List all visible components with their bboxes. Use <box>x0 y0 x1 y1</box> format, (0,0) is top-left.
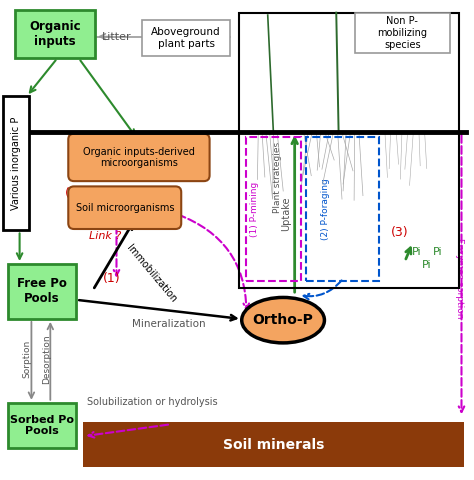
Text: Soil microorganisms: Soil microorganisms <box>75 203 174 213</box>
Bar <box>8 403 76 448</box>
Text: (4): (4) <box>65 187 83 200</box>
Text: Pi: Pi <box>433 247 443 257</box>
Text: Link ?: Link ? <box>89 231 121 241</box>
Text: Pi: Pi <box>422 260 432 270</box>
Text: Mineralization: Mineralization <box>132 319 205 329</box>
Bar <box>306 137 379 281</box>
Text: Solubilization or hydrolysis: Solubilization or hydrolysis <box>87 397 217 407</box>
Bar <box>83 422 464 468</box>
Text: Non P-
mobilizing
species: Non P- mobilizing species <box>377 16 428 49</box>
Bar <box>3 96 29 230</box>
Text: (3): (3) <box>391 227 409 240</box>
Text: Immobilization: Immobilization <box>125 243 179 304</box>
Text: Soil minerals: Soil minerals <box>223 438 324 452</box>
Text: Aboveground
plant parts: Aboveground plant parts <box>151 27 221 48</box>
Text: Various inorganic P: Various inorganic P <box>11 117 21 210</box>
Ellipse shape <box>242 298 324 343</box>
Text: Sorbed Po
Pools: Sorbed Po Pools <box>10 415 74 436</box>
Text: Ortho-P: Ortho-P <box>253 313 313 327</box>
Text: Organic inputs-derived
microorganisms: Organic inputs-derived microorganisms <box>83 146 195 168</box>
FancyBboxPatch shape <box>68 134 210 181</box>
FancyBboxPatch shape <box>68 186 181 229</box>
Bar <box>8 264 76 319</box>
Bar <box>355 12 450 53</box>
Text: Uptake: Uptake <box>282 196 292 231</box>
Text: Pi: Pi <box>412 247 421 257</box>
Bar <box>15 10 95 58</box>
Bar <box>239 12 459 288</box>
Text: (1) P-mining: (1) P-mining <box>250 181 259 237</box>
Text: Enzymes sorption: Enzymes sorption <box>455 238 464 319</box>
Text: (2) P-foraging: (2) P-foraging <box>321 178 330 240</box>
Text: Plant strategies: Plant strategies <box>273 142 282 213</box>
Text: (1): (1) <box>103 272 120 285</box>
Text: Free Po
Pools: Free Po Pools <box>17 277 67 305</box>
Bar <box>143 20 230 56</box>
Text: Sorption: Sorption <box>22 339 31 378</box>
Text: Litter: Litter <box>101 32 131 42</box>
Text: Organic
inputs: Organic inputs <box>29 20 81 48</box>
Bar <box>246 137 301 281</box>
Text: Desorption: Desorption <box>43 334 52 384</box>
